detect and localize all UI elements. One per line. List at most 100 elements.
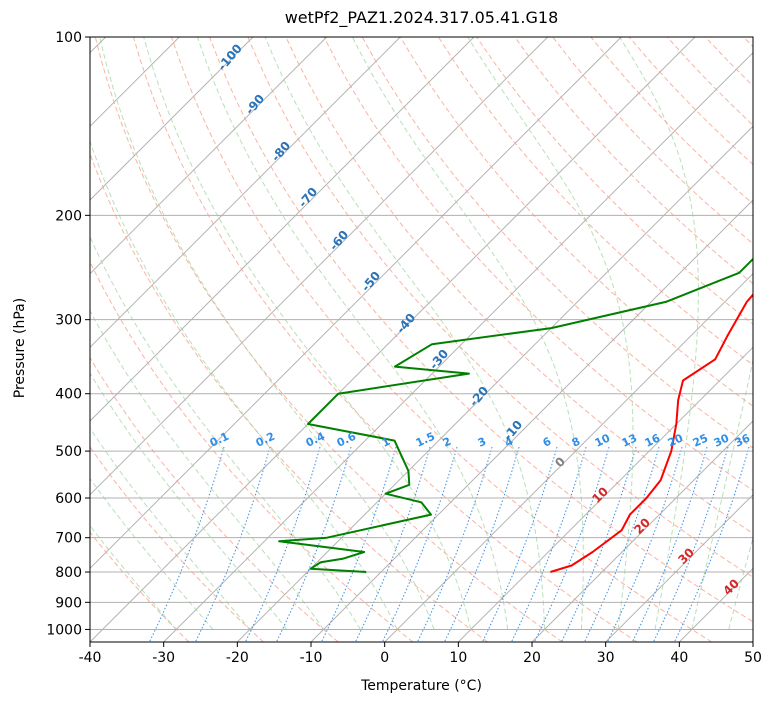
dry-adiabat-line bbox=[90, 356, 339, 642]
y-tick-label: 800 bbox=[55, 565, 82, 581]
dry-adiabat-line bbox=[132, 37, 638, 642]
mixing-ratio-line bbox=[354, 446, 431, 642]
dry-adiabat-label: -60 bbox=[327, 228, 352, 254]
mixing-ratio-label: 13 bbox=[620, 431, 639, 449]
chart-title: wetPf2_PAZ1.2024.317.05.41.G18 bbox=[284, 8, 559, 27]
isotherm-line bbox=[457, 346, 753, 642]
mixing-ratio-line bbox=[652, 446, 729, 642]
moist-adiabat-line bbox=[467, 37, 634, 630]
mixing-ratio-label: 1 bbox=[380, 435, 392, 450]
dry-adiabat-line bbox=[361, 37, 753, 449]
x-tick-label: -10 bbox=[300, 650, 323, 666]
x-axis-label: Temperature (°C) bbox=[361, 678, 482, 694]
moist-adiabat-line bbox=[728, 536, 753, 630]
y-tick-label: 600 bbox=[55, 491, 82, 507]
mixing-ratio-line bbox=[481, 446, 558, 642]
isotherm-line bbox=[90, 37, 328, 275]
moist-adiabat-line bbox=[197, 37, 509, 630]
y-tick-label: 500 bbox=[55, 444, 82, 460]
isotherm-line bbox=[90, 37, 696, 642]
dry-adiabat-line bbox=[94, 37, 563, 642]
mixing-ratio-line bbox=[673, 446, 750, 642]
moist-adiabat-line bbox=[90, 427, 251, 630]
x-tick-label: 10 bbox=[449, 650, 467, 666]
moist-adiabat-line bbox=[99, 37, 435, 630]
isotherm-line bbox=[90, 37, 401, 349]
dry-adiabat-line bbox=[399, 37, 753, 407]
y-tick-label: 1000 bbox=[46, 622, 82, 638]
dry-adiabat-line bbox=[90, 446, 264, 642]
mixing-ratio-line bbox=[606, 446, 683, 642]
mixing-ratio-label: 0.4 bbox=[304, 430, 327, 450]
mixing-ratio-label: 16 bbox=[643, 431, 663, 449]
moist-adiabat-line bbox=[90, 309, 324, 630]
moist-adiabat-line bbox=[691, 357, 753, 630]
isotherm-line bbox=[236, 125, 753, 642]
mixing-ratio-label: 36 bbox=[733, 431, 753, 449]
moist-adiabat-line bbox=[90, 372, 288, 630]
mixing-ratio-line bbox=[381, 446, 458, 642]
mixing-ratio-line bbox=[148, 446, 225, 642]
dry-adiabat-line bbox=[323, 37, 753, 491]
dry-adiabat-label: -90 bbox=[243, 92, 268, 118]
mixing-ratio-line bbox=[443, 446, 520, 642]
isotherm-line bbox=[90, 37, 549, 496]
dry-adiabat-label: -20 bbox=[467, 384, 492, 410]
dry-adiabat-label: -30 bbox=[427, 347, 452, 373]
isotherm-line bbox=[310, 199, 753, 642]
isotherm-line bbox=[678, 567, 753, 642]
mixing-ratio-line bbox=[194, 446, 271, 642]
moist-adiabat-line bbox=[90, 524, 177, 630]
x-tick-label: -40 bbox=[79, 650, 102, 666]
x-tick-label: 30 bbox=[597, 650, 615, 666]
mixing-ratio-label: 20 bbox=[666, 431, 686, 449]
mixing-ratio-line bbox=[631, 446, 708, 642]
mixing-ratio-label: 6 bbox=[541, 435, 554, 450]
x-tick-label: 40 bbox=[670, 650, 688, 666]
moist-adiabat-line bbox=[143, 37, 472, 630]
plot-frame bbox=[89, 36, 754, 643]
moist-adiabat-line bbox=[90, 477, 214, 630]
y-tick-label: 200 bbox=[55, 208, 82, 224]
dewpoint-profile-line bbox=[278, 257, 753, 573]
moist-adiabat-label: 30 bbox=[675, 545, 697, 567]
mixing-ratio-line bbox=[533, 446, 610, 642]
moist-adiabat-line bbox=[264, 37, 546, 630]
mixing-ratio-label: 3 bbox=[476, 435, 488, 450]
mixing-ratio-label: 0.1 bbox=[208, 430, 231, 450]
isotherm-line bbox=[0, 37, 32, 642]
dry-adiabat-line bbox=[552, 37, 753, 245]
x-tick-label: -30 bbox=[152, 650, 175, 666]
moist-adiabat-line bbox=[90, 139, 398, 630]
dry-adiabat-line bbox=[514, 37, 753, 285]
moist-adiabat-label: 20 bbox=[631, 515, 653, 537]
mixing-ratio-line bbox=[583, 446, 660, 642]
mixing-ratio-label: 2 bbox=[441, 435, 453, 450]
isotherm-line bbox=[605, 493, 753, 642]
moist-adiabat-line bbox=[90, 235, 361, 630]
mixing-ratio-label: 10 bbox=[593, 431, 613, 449]
isotherm-line bbox=[531, 420, 753, 642]
moist-adiabat-label: 0 bbox=[552, 454, 568, 470]
isotherm-line bbox=[752, 641, 753, 642]
mixing-ratio-label: 8 bbox=[570, 435, 582, 450]
y-tick-label: 100 bbox=[55, 30, 82, 46]
mixing-ratio-label: 1.5 bbox=[414, 430, 437, 450]
mixing-ratio-label: 25 bbox=[691, 431, 710, 449]
mixing-ratio-line bbox=[416, 446, 493, 642]
dry-adiabat-label: -80 bbox=[269, 139, 294, 165]
mixing-ratio-line bbox=[510, 446, 587, 642]
moist-adiabat-line bbox=[619, 37, 699, 630]
mixing-ratio-label: 30 bbox=[712, 431, 732, 449]
moist-adiabat-line bbox=[351, 37, 584, 630]
x-tick-label: 20 bbox=[523, 650, 541, 666]
x-tick-label: 0 bbox=[380, 650, 389, 666]
dry-adiabat-line bbox=[90, 152, 488, 642]
y-tick-label: 700 bbox=[55, 531, 82, 547]
y-tick-label: 900 bbox=[55, 595, 82, 611]
dry-adiabat-line bbox=[90, 260, 414, 642]
mixing-ratio-line bbox=[244, 446, 321, 642]
dry-adiabat-line bbox=[285, 37, 753, 535]
temperature-profile-line bbox=[550, 293, 753, 573]
dry-adiabat-line bbox=[171, 37, 712, 642]
